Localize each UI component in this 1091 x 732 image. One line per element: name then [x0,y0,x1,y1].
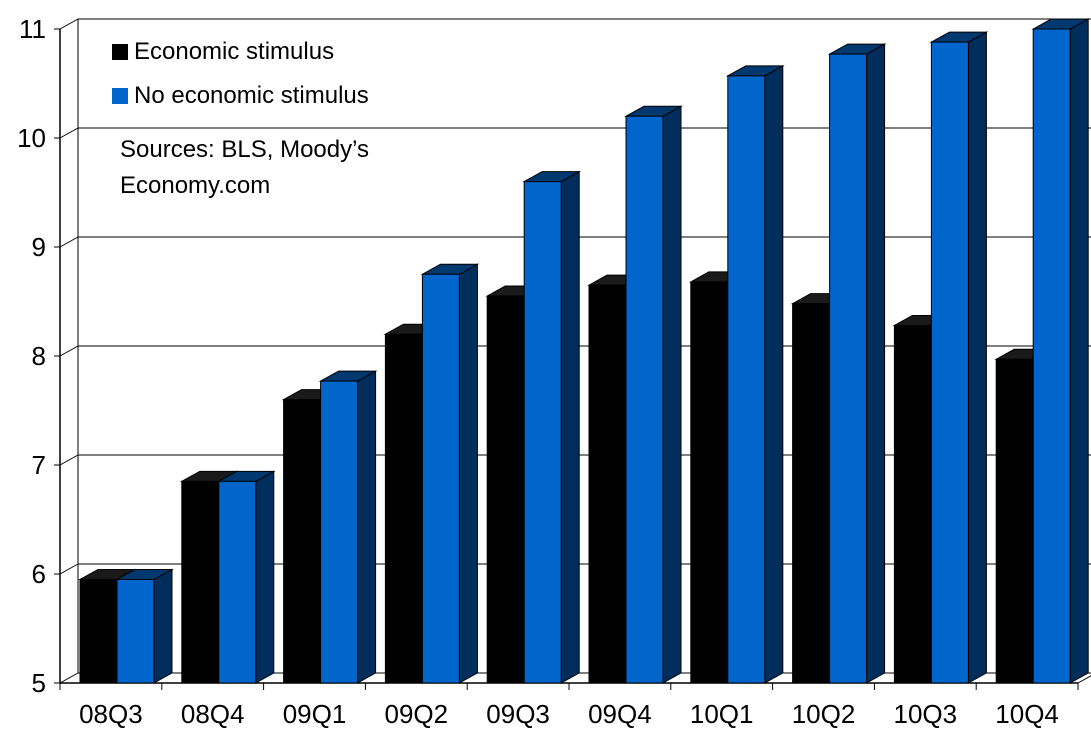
bar-side [357,370,377,684]
bar-front [421,273,460,684]
bar-side [662,105,682,684]
y-tick-label: 9 [32,232,46,262]
legend-swatch-blue [112,88,128,104]
bar-front [690,281,729,684]
bar-no-economic-stimulus [115,568,174,684]
gridline-diagonal [59,345,79,357]
legend-label: No economic stimulus [134,82,369,109]
y-tick-label: 10 [17,123,46,153]
bar-front [893,324,932,684]
gridline-diagonal [59,236,79,248]
gridline-diagonal [59,563,79,575]
bar-no-economic-stimulus [522,170,582,684]
bar-no-economic-stimulus [1031,18,1091,684]
x-tick-label: 10Q2 [792,699,856,729]
bar-side [255,470,275,684]
gridline-diagonal [59,18,79,30]
gridline-diagonal [59,127,79,139]
bar-side [153,568,173,684]
x-tick-label: 09Q1 [283,699,347,729]
bar-front [995,358,1034,684]
y-tick-label: 6 [32,559,46,589]
bar-no-economic-stimulus [318,370,378,684]
bar-front [384,333,423,684]
gridline-diagonal [59,672,79,684]
legend-swatch-black [112,44,128,60]
x-tick-label: 10Q1 [690,699,754,729]
bar-front [930,41,969,684]
bar-side [967,31,987,684]
legend: Economic stimulus No economic stimulus [112,30,369,118]
bar-side [866,43,886,684]
bar-front [283,399,322,684]
y-tick-label: 11 [19,14,46,44]
floor-edge [1077,675,1091,684]
x-tick-label: 09Q3 [486,699,550,729]
bar-no-economic-stimulus [420,263,480,684]
bar-front [181,480,220,684]
bar-front [588,284,627,684]
bar-front [625,115,664,684]
bar-side [1069,18,1089,684]
bar-no-economic-stimulus [216,470,276,684]
x-tick-label: 10Q4 [995,699,1059,729]
y-tick-label: 7 [32,450,46,480]
bar-side [764,65,784,684]
bar-front [218,480,257,684]
bar-front [320,380,359,684]
y-tick-label: 8 [32,341,46,371]
bar-no-economic-stimulus [929,31,989,684]
bar-front [523,181,562,684]
bar-front [727,75,766,684]
bars [78,18,1091,684]
x-tick-label: 08Q3 [79,699,143,729]
legend-item-no-economic-stimulus: No economic stimulus [112,74,369,118]
legend-label: Economic stimulus [134,38,335,65]
bar-side [560,170,580,684]
bar-front [829,53,868,684]
bar-no-economic-stimulus [827,43,887,684]
y-tick-label: 5 [32,668,46,698]
source-line-2: Economy.com [120,172,271,199]
bar-side [458,263,478,684]
y-tick-labels: 5 6 7 8 9 10 11 [17,14,46,698]
x-tick-label: 09Q2 [384,699,448,729]
bar-front [116,578,155,684]
bar-front [1032,28,1071,684]
x-tick-label: 10Q3 [893,699,957,729]
x-tick-label: 08Q4 [181,699,245,729]
bar-front [486,295,525,684]
bar-no-economic-stimulus [624,105,683,684]
x-tick-label: 09Q4 [588,699,652,729]
source-annotation: Sources: BLS, Moody’s Economy.com [120,132,369,204]
legend-item-economic-stimulus: Economic stimulus [112,30,369,74]
source-line-1: Sources: BLS, Moody’s [120,136,370,163]
bar-no-economic-stimulus [725,65,785,684]
gridline-diagonal [59,454,79,466]
x-tick-labels: 08Q3 08Q4 09Q1 09Q2 09Q3 09Q4 10Q1 10Q2 10Q3 10Q4 [79,699,1059,729]
bar-front [792,303,831,684]
bar-front [79,578,118,684]
